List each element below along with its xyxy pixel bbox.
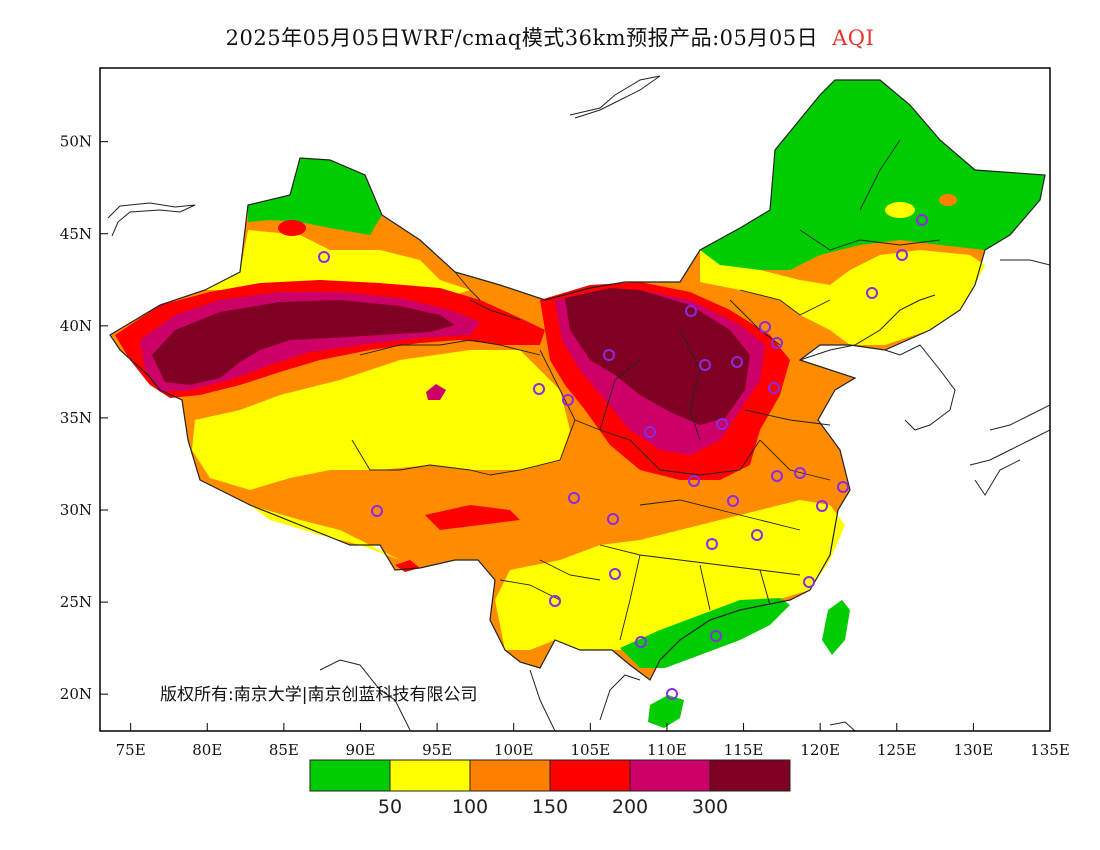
city-marker — [635, 636, 647, 648]
city-marker — [609, 568, 621, 580]
city-markers — [318, 214, 928, 700]
city-marker — [710, 630, 722, 642]
y-axis: 20N 25N 30N 35N 40N 45N 50N — [60, 133, 108, 703]
x-tick-label: 90E — [345, 741, 375, 759]
aqi-yellow-spot-northeast — [885, 202, 915, 218]
city-marker — [816, 500, 828, 512]
city-marker — [731, 356, 743, 368]
legend-swatch — [469, 759, 551, 792]
x-tick-label: 120E — [800, 741, 840, 759]
map-plot-area — [100, 68, 1050, 731]
aqi-green-region-south-coast — [620, 598, 790, 668]
china-outline — [109, 79, 1046, 681]
x-tick-label: 85E — [269, 741, 299, 759]
title-text: 2025年05月05日WRF/cmaq模式36km预报产品:05月05日 — [225, 26, 819, 50]
city-marker — [688, 475, 700, 487]
x-tick-label: 125E — [877, 741, 917, 759]
city-marker — [371, 505, 383, 517]
aqi-yellow-region-west — [192, 350, 570, 490]
y-tick-label: 45N — [60, 225, 92, 243]
map-frame — [99, 67, 1051, 732]
city-marker — [607, 513, 619, 525]
y-tick-label: 40N — [60, 317, 92, 335]
city-marker — [533, 383, 545, 395]
city-marker — [771, 470, 783, 482]
legend-swatch — [629, 759, 711, 792]
x-tick-label: 135E — [1030, 741, 1070, 759]
neighbor-coastlines — [107, 75, 1050, 731]
x-tick-label: 100E — [494, 741, 534, 759]
aqi-maroon-region-tarim — [152, 300, 455, 385]
city-marker — [803, 576, 815, 588]
legend-label: 200 — [612, 796, 648, 818]
aqi-orange-spot-northeast — [939, 194, 957, 206]
x-axis: 75E 80E 85E 90E 95E 100E 105E 110E 115E 120E 125E 1… — [116, 723, 1070, 759]
aqi-green-region-northeast — [700, 80, 1045, 270]
legend-label: 150 — [532, 796, 568, 818]
legend-label: 300 — [692, 796, 728, 818]
y-tick-label: 30N — [60, 501, 92, 519]
city-marker — [603, 349, 615, 361]
x-tick-label: 130E — [954, 741, 994, 759]
aqi-legend: 50 100 150 200 300 — [309, 759, 791, 818]
x-tick-label: 115E — [724, 741, 764, 759]
legend-label: 50 — [378, 796, 402, 818]
aqi-green-region-taiwan — [822, 600, 850, 655]
aqi-green-region-hainan — [648, 695, 684, 728]
aqi-yellow-region-northeast — [700, 250, 985, 345]
city-marker — [644, 426, 656, 438]
map-title: 2025年05月05日WRF/cmaq模式36km预报产品:05月05日 AQI — [0, 22, 1100, 52]
aqi-green-region-xinjiang — [248, 158, 382, 235]
aqi-red-spot-north-xinjiang — [278, 220, 306, 236]
y-tick-label: 25N — [60, 593, 92, 611]
y-tick-label: 35N — [60, 409, 92, 427]
legend-swatch — [549, 759, 631, 792]
aqi-magenta-region-qinghai — [426, 384, 446, 400]
city-marker — [666, 688, 678, 700]
city-marker — [768, 382, 780, 394]
legend-swatch — [309, 759, 391, 792]
legend-swatch — [709, 759, 791, 792]
city-marker — [916, 214, 928, 226]
aqi-red-region-sichuan — [425, 505, 520, 530]
city-marker — [699, 359, 711, 371]
city-marker — [706, 538, 718, 550]
province-boundaries — [351, 139, 941, 641]
city-marker — [568, 492, 580, 504]
legend-label: 100 — [452, 796, 488, 818]
city-marker — [685, 305, 697, 317]
x-tick-label: 95E — [422, 741, 452, 759]
y-tick-label: 50N — [60, 133, 92, 151]
city-marker — [751, 529, 763, 541]
legend-swatch — [389, 759, 471, 792]
aqi-yellow-region-south — [495, 500, 845, 650]
city-marker — [318, 251, 330, 263]
city-marker — [837, 481, 849, 493]
city-marker — [549, 595, 561, 607]
city-marker — [562, 394, 574, 406]
city-marker — [716, 418, 728, 430]
x-tick-label: 75E — [116, 741, 146, 759]
city-marker — [794, 467, 806, 479]
aqi-maroon-region-central — [565, 288, 750, 425]
aqi-yellow-region-southwest — [250, 505, 400, 560]
copyright-text: 版权所有:南京大学|南京创蓝科技有限公司 — [160, 685, 478, 705]
city-marker — [866, 287, 878, 299]
city-marker — [896, 249, 908, 261]
x-tick-label: 80E — [192, 741, 222, 759]
city-marker — [771, 337, 783, 349]
variable-label: AQI — [832, 26, 875, 50]
x-tick-label: 110E — [647, 741, 687, 759]
x-tick-label: 105E — [571, 741, 611, 759]
city-marker — [727, 495, 739, 507]
city-marker — [759, 321, 771, 333]
y-tick-label: 20N — [60, 685, 92, 703]
